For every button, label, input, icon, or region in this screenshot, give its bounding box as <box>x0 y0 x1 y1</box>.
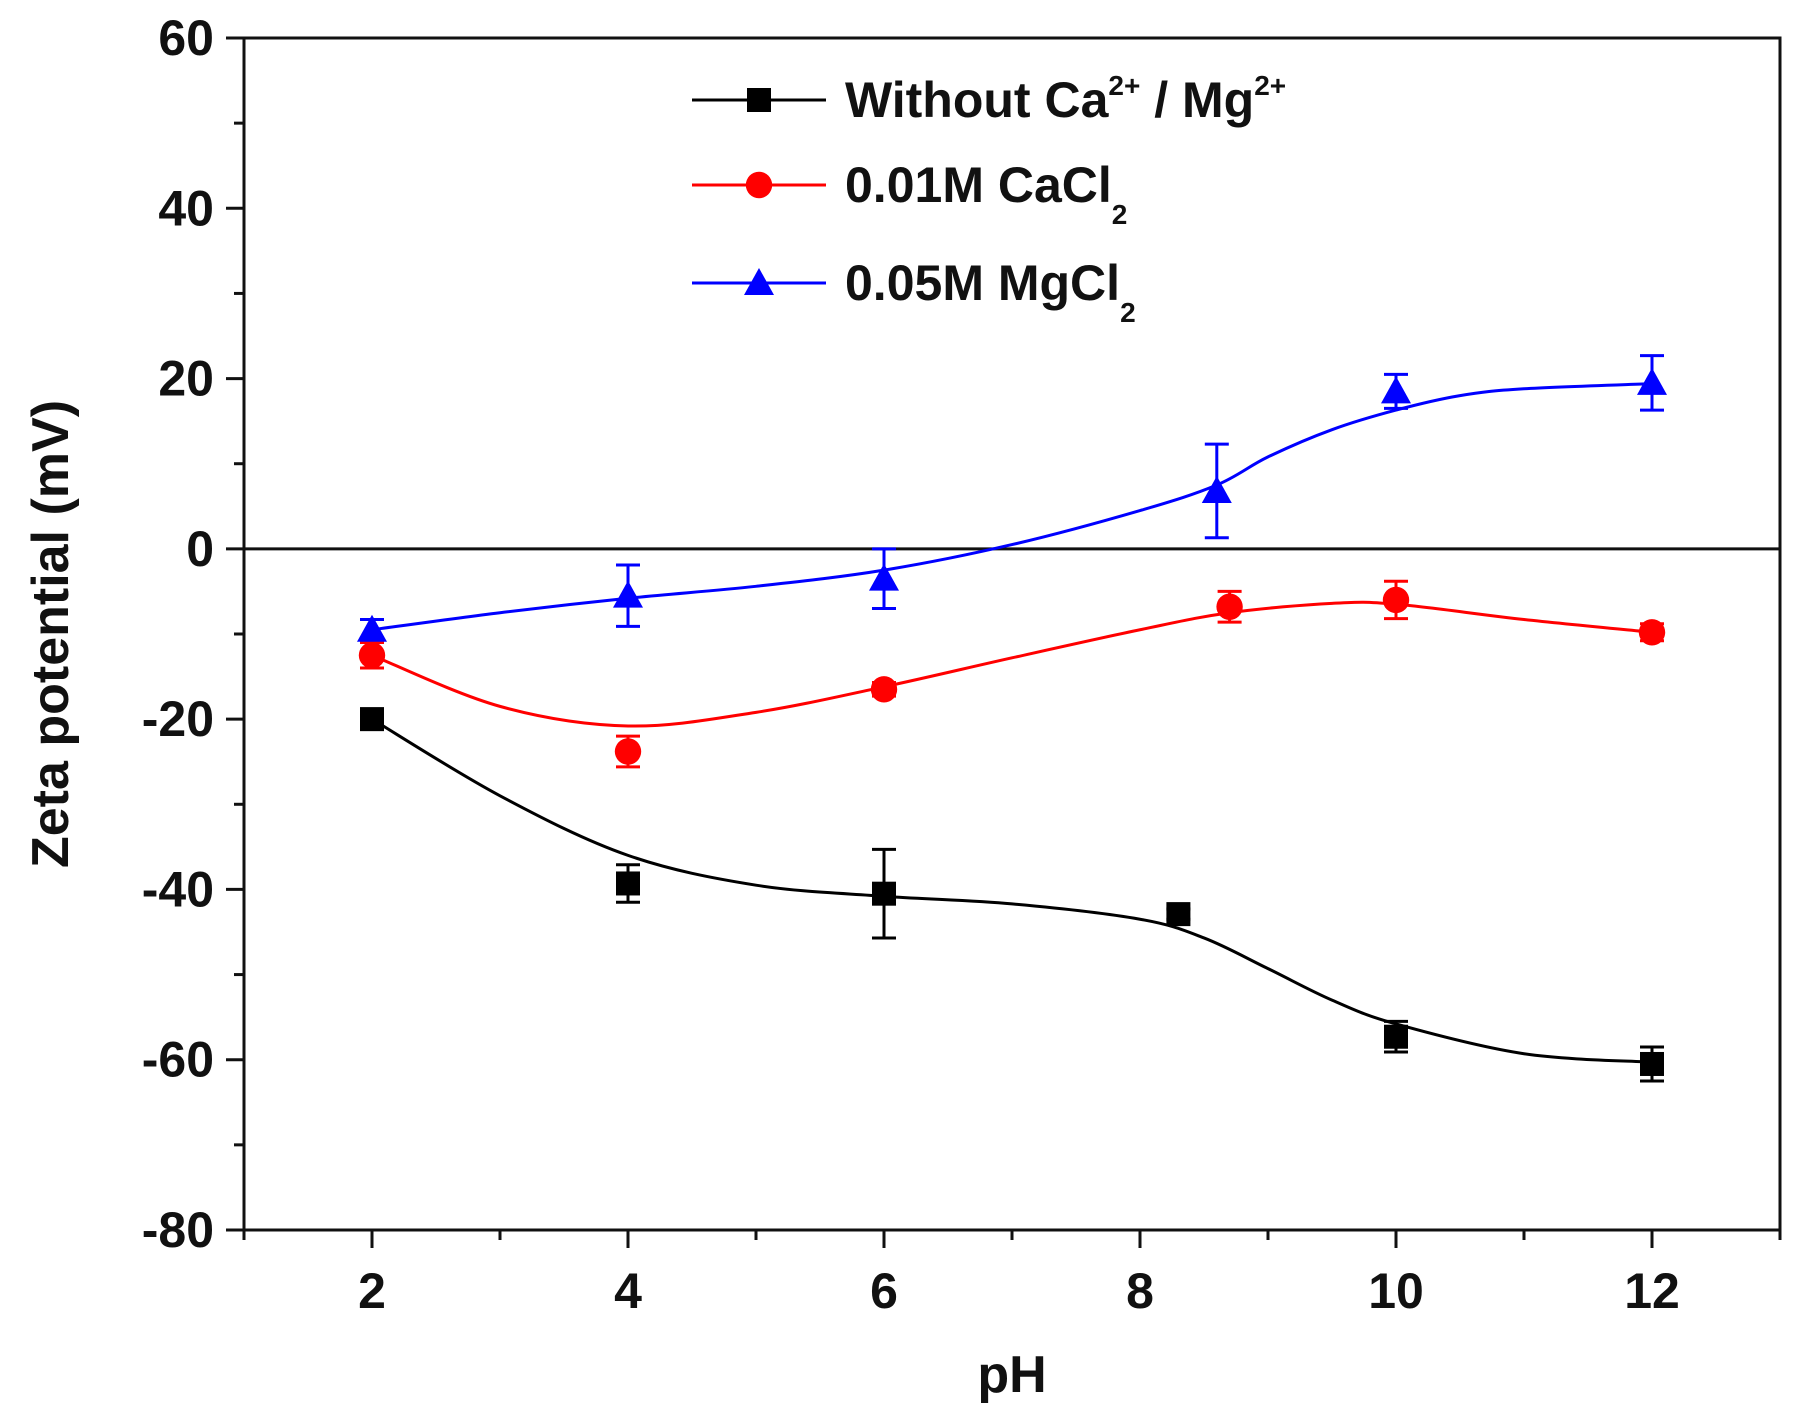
series-fit-line <box>371 717 1653 1064</box>
data-point <box>614 738 642 765</box>
y-tick-label: 0 <box>186 521 214 577</box>
legend-superscript: 2+ <box>1254 70 1286 101</box>
y-tick-label: -80 <box>142 1202 214 1258</box>
legend-label-text: Without Ca <box>845 72 1110 128</box>
x-tick-label: 12 <box>1624 1263 1680 1319</box>
x-tick-label: 10 <box>1368 1263 1424 1319</box>
data-point <box>1637 367 1667 395</box>
x-tick-label: 8 <box>1126 1263 1154 1319</box>
data-point <box>613 580 643 608</box>
legend-marker <box>745 171 773 199</box>
x-tick-label: 6 <box>870 1263 898 1319</box>
legend-subscript: 2 <box>1120 297 1136 328</box>
data-point <box>1384 1024 1408 1049</box>
y-tick-label: -60 <box>142 1032 214 1088</box>
series-fit-line <box>371 600 1653 728</box>
data-point <box>1638 619 1666 646</box>
legend-label-text: 0.01M CaCl <box>845 157 1112 213</box>
data-point <box>1382 586 1410 614</box>
series-2 <box>358 579 1666 769</box>
data-point <box>869 563 899 591</box>
y-tick-label: -20 <box>142 691 214 747</box>
data-point <box>616 871 640 896</box>
series-layer <box>357 354 1667 1083</box>
data-point <box>872 881 896 906</box>
legend-entry-1: Without Ca2+ / Mg2+ <box>692 70 1286 128</box>
legend-marker <box>744 268 774 295</box>
series-fit-line <box>371 382 1653 632</box>
data-point <box>870 676 898 703</box>
legend-subscript: 2 <box>1112 199 1128 230</box>
y-tick-label: 40 <box>158 180 214 236</box>
data-point <box>1216 593 1243 620</box>
series-1 <box>360 707 1664 1083</box>
series-3 <box>357 354 1667 642</box>
legend-label-text: 0.05M MgCl <box>845 255 1120 311</box>
y-tick-label: 20 <box>158 351 214 407</box>
ticks-layer: -80 -60 -40 -20 0 20 40 60 2 4 6 8 10 12 <box>142 10 1782 1319</box>
x-tick-label: 2 <box>358 1263 386 1319</box>
plot-frame <box>242 36 1782 1232</box>
legend-label: 0.05M MgCl2 <box>845 255 1136 328</box>
data-point <box>360 707 384 732</box>
data-point <box>1201 475 1232 503</box>
legend-entry-2: 0.01M CaCl2 <box>692 157 1127 230</box>
legend-superscript: 2+ <box>1108 70 1140 101</box>
y-tick-label: -40 <box>142 861 214 917</box>
data-point <box>357 614 387 642</box>
y-axis-label: Zeta potential (mV) <box>22 400 80 868</box>
legend-label-text: / Mg <box>1140 72 1254 128</box>
data-point <box>358 642 386 669</box>
legend-entry-3: 0.05M MgCl2 <box>692 255 1136 328</box>
x-tick-label: 4 <box>614 1263 642 1319</box>
data-point <box>1166 902 1191 927</box>
x-axis-label: pH <box>977 1346 1046 1404</box>
y-tick-label: 60 <box>158 10 214 66</box>
legend-label: 0.01M CaCl2 <box>845 157 1127 230</box>
legend-label: Without Ca2+ / Mg2+ <box>845 70 1286 128</box>
data-point <box>1381 376 1411 404</box>
legend-marker <box>747 88 771 112</box>
data-point <box>1640 1051 1664 1076</box>
